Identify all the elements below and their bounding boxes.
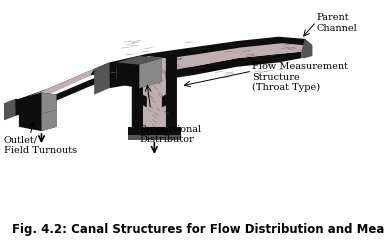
Text: Outlet/
Field Turnouts: Outlet/ Field Turnouts (4, 135, 77, 155)
Polygon shape (143, 56, 166, 131)
Polygon shape (15, 62, 109, 105)
Polygon shape (117, 43, 305, 80)
Polygon shape (166, 56, 177, 131)
Polygon shape (23, 69, 94, 105)
Polygon shape (139, 93, 147, 107)
Text: Flow Measurement
Structure
(Throat Type): Flow Measurement Structure (Throat Type) (252, 62, 348, 92)
Polygon shape (41, 110, 56, 131)
Polygon shape (109, 52, 301, 88)
Polygon shape (117, 56, 162, 88)
Polygon shape (128, 127, 181, 135)
Polygon shape (19, 110, 56, 131)
Polygon shape (41, 93, 56, 114)
Polygon shape (4, 99, 15, 120)
Polygon shape (301, 39, 313, 58)
Polygon shape (132, 56, 147, 131)
Polygon shape (15, 73, 109, 116)
Text: Parent
Channel: Parent Channel (316, 13, 357, 33)
Polygon shape (15, 93, 56, 114)
Polygon shape (109, 37, 313, 73)
Polygon shape (94, 62, 109, 95)
Text: Proportional
Distributor: Proportional Distributor (139, 125, 202, 144)
Polygon shape (117, 56, 162, 65)
Polygon shape (128, 135, 181, 140)
Polygon shape (162, 93, 169, 107)
Text: Fig. 4.2: Canal Structures for Flow Distribution and Measurement: Fig. 4.2: Canal Structures for Flow Dist… (12, 223, 384, 236)
Polygon shape (139, 58, 162, 88)
